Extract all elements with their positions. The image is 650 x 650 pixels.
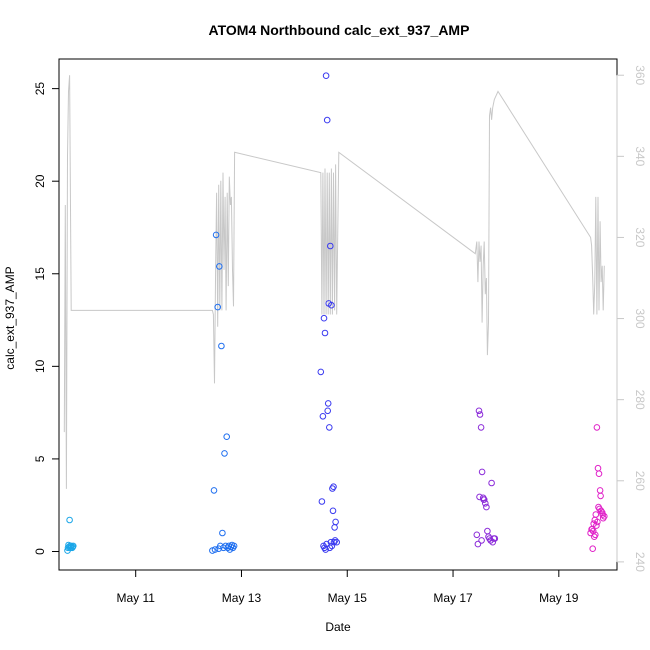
- data-point: [219, 529, 226, 537]
- x-tick-label: May 17: [433, 591, 473, 605]
- data-point: [478, 468, 486, 476]
- data-point: [489, 538, 497, 546]
- data-point: [487, 537, 494, 544]
- y2-tick-label: 300: [633, 309, 647, 329]
- data-point: [319, 413, 327, 420]
- data-point: [488, 479, 495, 487]
- y2-tick-label: 320: [633, 227, 647, 247]
- x-axis-label: Date: [325, 620, 351, 634]
- data-point: [70, 542, 77, 550]
- data-point: [478, 537, 485, 544]
- data-point: [595, 470, 603, 478]
- y2-tick-label: 260: [633, 471, 647, 491]
- y-axis-label: calc_ext_937_AMP: [3, 266, 17, 369]
- data-point: [218, 342, 225, 350]
- data-point: [473, 531, 481, 539]
- x-tick-label: May 13: [222, 591, 262, 605]
- y2-tick-label: 280: [633, 390, 647, 410]
- data-point: [596, 505, 603, 513]
- data-point: [216, 263, 223, 270]
- data-point: [323, 116, 331, 124]
- data-point: [483, 503, 490, 511]
- data-point: [212, 231, 220, 239]
- data-point: [592, 531, 599, 539]
- data-point: [320, 314, 328, 322]
- data-point: [331, 537, 339, 544]
- y-tick-label: 20: [33, 174, 47, 188]
- chart-title: ATOM4 Northbound calc_ext_937_AMP: [209, 22, 470, 38]
- y2-tick-label: 240: [633, 552, 647, 572]
- data-point: [593, 522, 600, 529]
- data-point: [592, 511, 600, 518]
- data-point: [328, 542, 336, 550]
- data-point: [332, 518, 339, 526]
- data-point: [594, 518, 601, 526]
- data-point: [330, 483, 337, 491]
- data-point: [230, 542, 238, 550]
- data-point: [601, 513, 608, 520]
- data-point: [491, 535, 499, 542]
- data-point: [211, 546, 219, 553]
- data-point: [482, 500, 489, 507]
- data-point: [317, 368, 325, 376]
- x-tick-label: May 15: [328, 591, 368, 605]
- data-point: [327, 242, 334, 250]
- data-point: [593, 424, 601, 431]
- y-tick-label: 10: [33, 359, 47, 373]
- y-tick-label: 15: [33, 267, 47, 281]
- data-point: [589, 545, 597, 553]
- data-point: [210, 487, 218, 494]
- y-tick-label: 5: [33, 455, 47, 462]
- data-point: [321, 329, 329, 337]
- data-point: [480, 496, 488, 503]
- data-point: [326, 424, 333, 431]
- data-point: [329, 507, 337, 515]
- data-point: [324, 407, 332, 415]
- data-point: [322, 72, 330, 79]
- data-point: [475, 407, 483, 415]
- y-axis-right: 240 260 280 300 320 340 360: [616, 65, 647, 572]
- data-point: [599, 511, 607, 518]
- data-point: [477, 424, 485, 431]
- data-point: [327, 538, 335, 546]
- y2-tick-label: 340: [633, 146, 647, 166]
- y2-tick-label: 360: [633, 65, 647, 85]
- scatter-points-layer: [64, 72, 608, 554]
- x-axis: May 11 May 13 May 15 May 17 May 19: [116, 569, 579, 605]
- data-point: [597, 492, 604, 500]
- x-tick-label: May 11: [116, 591, 155, 605]
- y-tick-label: 0: [33, 548, 47, 555]
- data-point: [474, 540, 482, 548]
- data-point: [325, 300, 333, 307]
- data-point: [66, 516, 73, 524]
- data-point: [589, 527, 597, 535]
- y-axis-left: 0 5 10 15 20 25: [33, 82, 60, 555]
- x-tick-label: May 19: [539, 591, 579, 605]
- data-point: [324, 400, 332, 407]
- data-point: [223, 433, 230, 441]
- data-point: [221, 450, 228, 457]
- data-point: [318, 498, 326, 505]
- data-point: [476, 411, 484, 418]
- data-point: [214, 303, 221, 311]
- y-tick-label: 25: [33, 82, 47, 96]
